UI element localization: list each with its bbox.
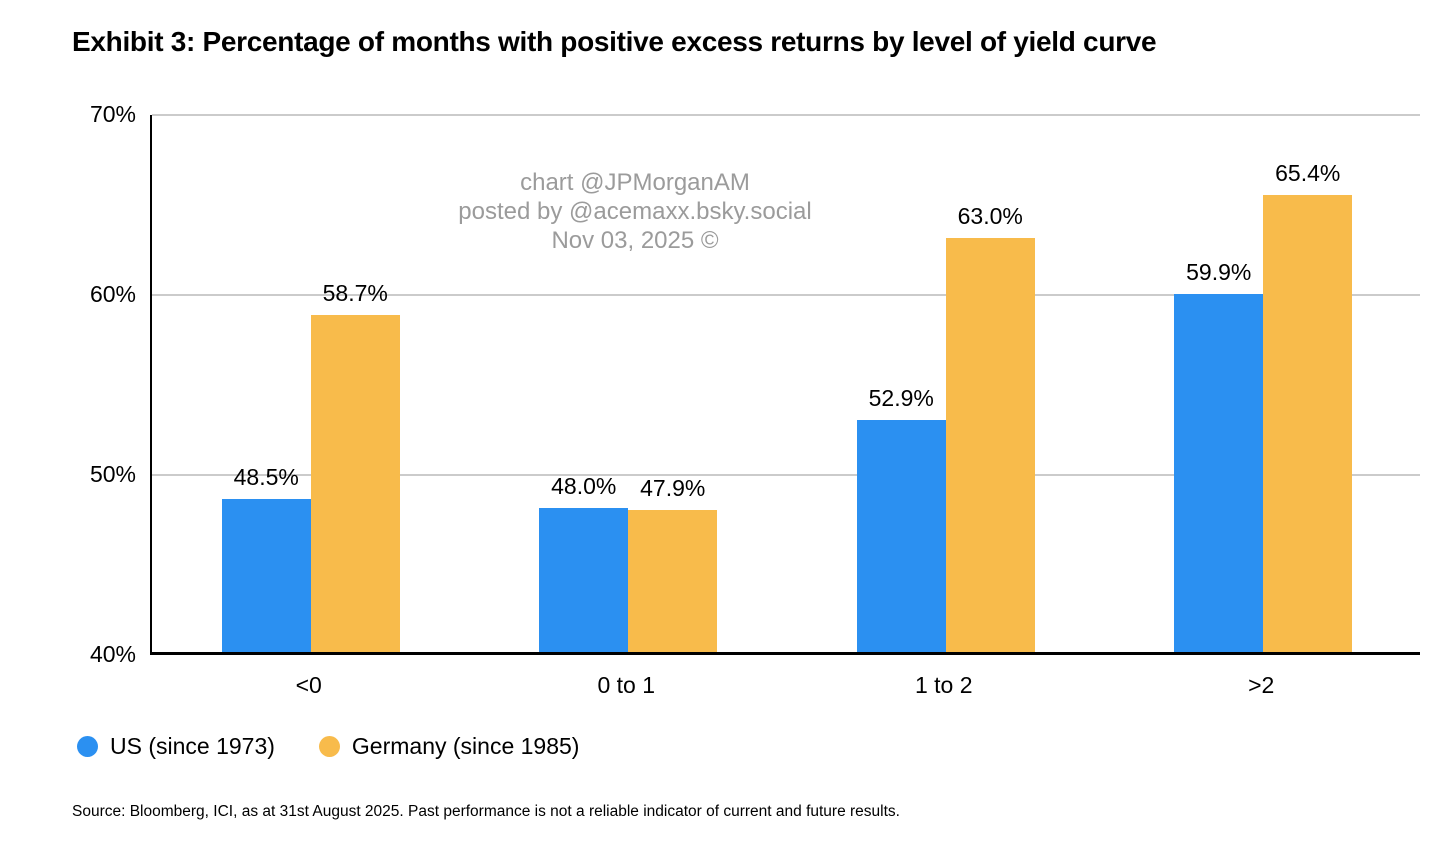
x-axis-label->2: >2 bbox=[1248, 672, 1275, 698]
legend-dot-icon bbox=[318, 736, 340, 757]
gridline-50% bbox=[152, 474, 1420, 476]
legend-item-germany: Germany (since 1985) bbox=[318, 733, 580, 760]
bar-value-label-germany-0 to 1: 47.9% bbox=[640, 474, 706, 501]
x-axis-label-<0: <0 bbox=[295, 672, 322, 698]
y-axis-tick-60%: 60% bbox=[89, 281, 136, 307]
legend-item-us: US (since 1973) bbox=[77, 733, 275, 760]
y-axis-tick-50%: 50% bbox=[89, 461, 136, 487]
bar-value-label-us->2: 59.9% bbox=[1186, 258, 1252, 285]
bar-value-label-us-0 to 1: 48.0% bbox=[551, 473, 617, 499]
bar-germany-<0 bbox=[310, 315, 400, 652]
watermark-line-1: chart @JPMorganAM bbox=[520, 169, 750, 196]
watermark-line-2: posted by @acemaxx.bsky.social bbox=[458, 198, 812, 225]
bar-us-0 to 1 bbox=[539, 508, 629, 652]
y-axis-tick-40%: 40% bbox=[89, 641, 136, 667]
gridline-60% bbox=[152, 294, 1420, 296]
gridline-70% bbox=[152, 114, 1420, 116]
legend-label: Germany (since 1985) bbox=[351, 733, 580, 759]
bar-value-label-germany->2: 65.4% bbox=[1275, 159, 1341, 186]
bar-germany-0 to 1 bbox=[628, 509, 718, 652]
bar-value-label-germany-1 to 2: 63.0% bbox=[957, 203, 1023, 229]
source-note: Source: Bloomberg, ICI, as at 31st Augus… bbox=[72, 803, 900, 820]
x-axis-label-0 to 1: 0 to 1 bbox=[597, 672, 656, 698]
chart-title: Exhibit 3: Percentage of months with pos… bbox=[72, 26, 1157, 57]
plot-area: 48.5% 58.7% 48.0% 47.9% 52.9% 63.0% 59.9% 65.4% bbox=[150, 114, 1420, 655]
legend: US (since 1973) Germany (since 1985) bbox=[77, 733, 579, 760]
y-axis-tick-70%: 70% bbox=[89, 101, 136, 127]
bar-germany-1 to 2 bbox=[945, 238, 1035, 652]
bar-us-<0 bbox=[221, 499, 311, 652]
watermark: chart @JPMorganAM posted by @acemaxx.bsk… bbox=[375, 168, 895, 255]
bar-value-label-us-1 to 2: 52.9% bbox=[868, 384, 934, 411]
bar-value-label-us-<0: 48.5% bbox=[233, 464, 299, 490]
legend-label: US (since 1973) bbox=[110, 733, 275, 759]
bar-us->2 bbox=[1174, 293, 1264, 652]
x-axis-label-1 to 2: 1 to 2 bbox=[914, 672, 973, 698]
legend-dot-icon bbox=[77, 736, 98, 757]
bar-germany->2 bbox=[1263, 194, 1353, 652]
bar-value-label-germany-<0: 58.7% bbox=[322, 280, 388, 307]
bar-us-1 to 2 bbox=[856, 419, 946, 652]
watermark-line-3: Nov 03, 2025 © bbox=[551, 227, 719, 254]
